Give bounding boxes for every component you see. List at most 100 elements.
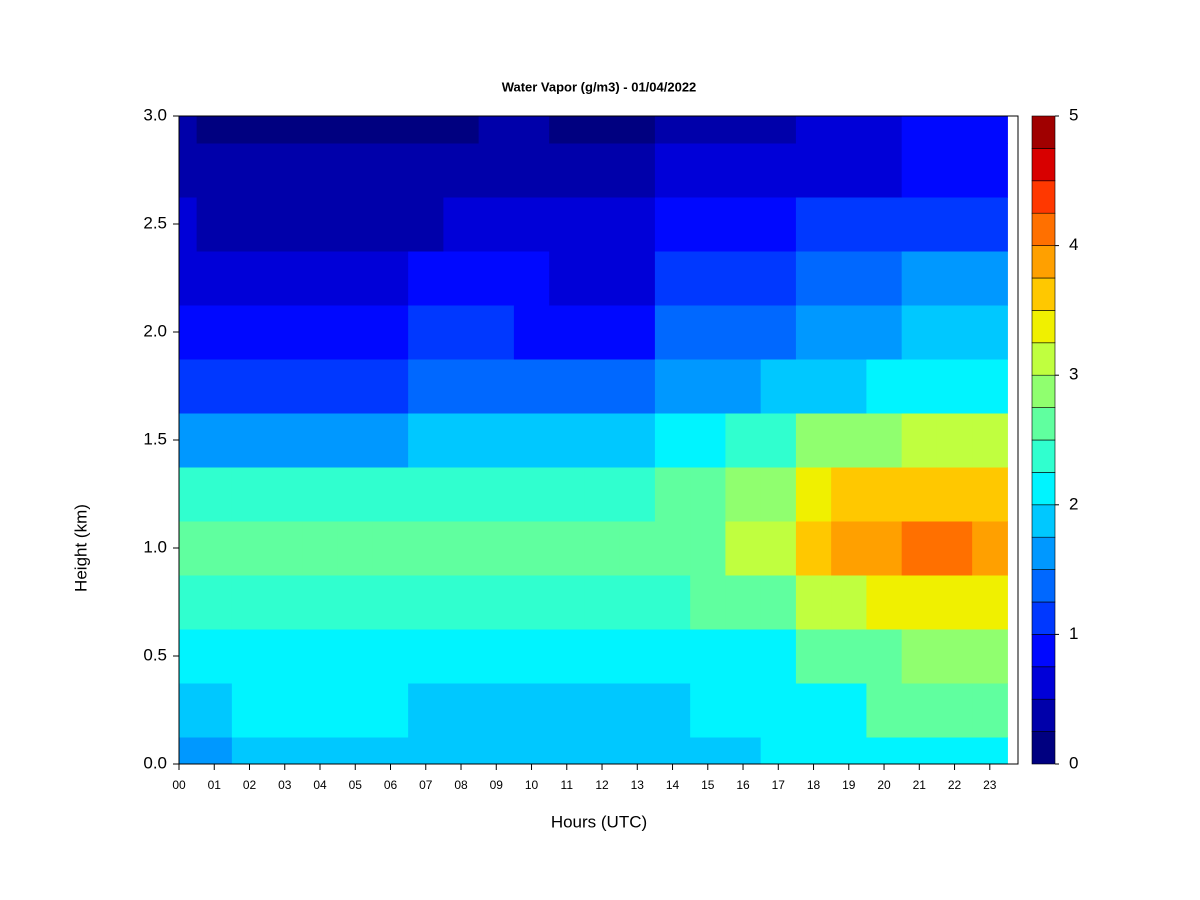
heat-cell [179,305,198,360]
heat-cell [443,467,480,522]
heat-cell [513,467,550,522]
heat-cell [549,737,585,764]
heat-cell [549,197,585,252]
heat-cell [972,305,1008,360]
heat-cell [619,575,656,630]
heat-cell [549,683,585,738]
heat-cell [690,197,726,252]
heat-cell [725,683,762,738]
heat-cell [584,737,621,764]
heat-cell [866,143,903,198]
heat-cell [795,116,832,144]
heat-cell [372,737,409,764]
heat-cell [478,683,515,738]
heat-cell [831,629,867,684]
heat-cell [901,575,938,630]
heat-cell [513,116,550,144]
heat-cell [372,467,409,522]
x-tick-label: 11 [561,778,574,792]
heat-cell [972,143,1008,198]
heat-cell [231,737,268,764]
x-axis-label: Hours (UTC) [551,812,647,831]
heat-cell [408,197,444,252]
heat-cell [654,305,691,360]
colorbar-tick-label: 5 [1069,105,1078,124]
chart-title: Water Vapor (g/m3) - 01/04/2022 [502,79,697,94]
heat-cell [901,521,938,576]
heat-cell [831,116,867,144]
heat-cell [267,683,303,738]
heat-cell [760,197,797,252]
colorbar-swatch [1031,601,1056,635]
heat-cell [196,521,233,576]
x-tick-label: 22 [948,778,962,792]
heat-cell [478,251,515,306]
x-tick-label: 21 [913,778,927,792]
x-tick-label: 20 [877,778,891,792]
heat-cell [795,575,832,630]
heat-cell [408,251,444,306]
heat-cell [831,521,867,576]
heat-cell [443,413,480,468]
heat-cell [654,683,691,738]
heat-cell [231,251,268,306]
heat-cell [231,143,268,198]
y-tick-label: 0.0 [143,753,167,772]
heat-cell [231,116,268,144]
heat-cell [584,116,621,144]
heat-cell [619,413,656,468]
heat-cell [513,629,550,684]
heat-cell [267,467,303,522]
heat-cell [302,629,339,684]
heat-cell [690,467,726,522]
heat-cell [760,413,797,468]
y-axis-label: Height (km) [71,504,90,592]
heat-cell [654,629,691,684]
heat-cell [443,251,480,306]
heat-cell [231,521,268,576]
heat-cell [179,629,198,684]
heat-cell [972,575,1008,630]
heat-cell [690,413,726,468]
colorbar-swatch [1031,374,1056,408]
x-tick-label: 06 [384,778,398,792]
heat-cell [478,737,515,764]
heat-cell [725,575,762,630]
heat-cell [760,467,797,522]
heat-cell [196,251,233,306]
heat-cell [372,251,409,306]
heat-cell [179,359,198,414]
heat-cell [936,629,973,684]
heat-cell [619,521,656,576]
heat-cell [972,683,1008,738]
heat-cell [231,197,268,252]
heat-cell [549,251,585,306]
heat-cell [231,683,268,738]
heat-cell [690,116,726,144]
heat-cell [690,575,726,630]
heat-cell [866,359,903,414]
heat-cell [654,197,691,252]
heat-cell [654,575,691,630]
heat-cell [302,467,339,522]
heat-cell [513,413,550,468]
heat-cell [972,629,1008,684]
y-tick-label: 2.0 [143,321,167,340]
heat-cell [972,359,1008,414]
x-tick-label: 07 [419,778,433,792]
colorbar-swatch [1031,569,1056,603]
heat-cell [972,467,1008,522]
heat-cell [866,629,903,684]
heat-cell [936,251,973,306]
heat-cell [831,251,867,306]
heat-cell [690,143,726,198]
heat-cell [549,467,585,522]
heat-cell [725,467,762,522]
heat-cell [337,197,374,252]
heat-cell [478,413,515,468]
x-tick-label: 12 [595,778,609,792]
heat-cell [196,413,233,468]
colorbar-swatch [1031,212,1056,246]
heat-cell [972,521,1008,576]
heat-cell [725,143,762,198]
